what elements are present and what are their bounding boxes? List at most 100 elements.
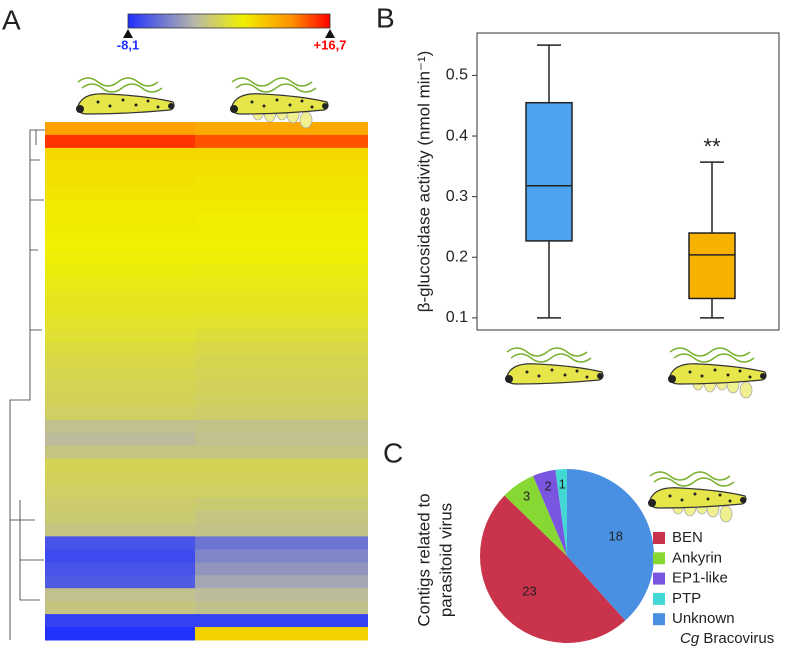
legend-label: Unknown — [672, 610, 735, 627]
pie-label: parasitoid virus — [436, 503, 455, 617]
pie-slice — [504, 475, 567, 556]
illustrations — [9, 77, 767, 640]
colorbar-label: +16,7 — [314, 37, 347, 52]
heatmap-cell — [45, 147, 195, 162]
heatmap-cell — [45, 329, 195, 343]
y-tick-label: 0.1 — [446, 309, 468, 326]
heatmap-cell — [45, 368, 195, 382]
heatmap-cell — [45, 355, 195, 369]
heatmap-cell — [45, 458, 195, 473]
colorbar-tick — [325, 29, 335, 38]
heatmap-cell — [195, 199, 368, 214]
heatmap-cell — [45, 342, 195, 356]
heatmap-cell — [45, 238, 195, 252]
heatmap-cell — [195, 238, 368, 252]
heatmap-cell — [45, 160, 195, 175]
pie-slice — [555, 469, 567, 556]
heatmap-cell — [45, 277, 195, 291]
heatmap-cell — [45, 562, 195, 576]
heatmap-cell — [195, 497, 368, 511]
heatmap-cell — [45, 536, 195, 550]
legend-swatch — [653, 572, 665, 585]
heatmap-cell — [195, 381, 368, 395]
pie-slice — [533, 469, 567, 556]
heatmap-cell — [45, 432, 195, 447]
heatmap-cell — [195, 160, 368, 175]
heatmap-cell — [195, 393, 368, 408]
heatmap-cell — [195, 484, 368, 499]
pie-slice — [479, 495, 626, 644]
heatmap-cell — [195, 627, 368, 641]
colorbar-label: -8,1 — [117, 37, 139, 52]
heatmap-cell — [45, 406, 195, 421]
heatmap-cell — [195, 523, 368, 537]
heatmap-cell — [195, 329, 368, 343]
heatmap-cell — [45, 303, 195, 317]
heatmap-cell — [195, 588, 368, 602]
legend-note: Cg Bracovirus — [680, 630, 774, 647]
box — [525, 101, 573, 242]
slice-label: 18 — [608, 529, 622, 544]
heatmap-cell — [195, 406, 368, 421]
heatmap-cell — [195, 458, 368, 473]
heatmap-cell — [195, 432, 368, 447]
heatmap-cell — [195, 355, 368, 369]
slice-label: 3 — [523, 489, 530, 504]
heatmap-cell — [45, 614, 195, 628]
heatmap-cell — [45, 381, 195, 395]
heatmap-cell — [45, 264, 195, 278]
legend-note-italic: Cg — [680, 630, 700, 647]
y-tick-label: 0.4 — [446, 127, 468, 144]
heatmap-cell — [195, 368, 368, 382]
y-tick-label: 0.3 — [446, 188, 468, 205]
heatmap-cell — [45, 588, 195, 602]
heatmap-cell — [195, 562, 368, 576]
heatmap-cell — [45, 445, 195, 460]
heatmap-cell — [195, 575, 368, 589]
heatmap-cell — [195, 277, 368, 291]
legend-note-text: Bracovirus — [703, 630, 774, 647]
heatmap-cell — [45, 393, 195, 408]
heatmap-cell — [195, 134, 368, 149]
heatmap-cell — [195, 264, 368, 278]
heatmap-cell — [195, 173, 368, 188]
legend-swatch — [653, 613, 665, 626]
y-tick-label: 0.2 — [446, 248, 468, 265]
heatmap-cell — [45, 134, 195, 149]
heatmap-cell — [195, 471, 368, 486]
panel-label: A — [2, 4, 21, 35]
legend-label: Ankyrin — [672, 549, 722, 566]
colorbar — [127, 13, 331, 29]
heatmap-cell — [195, 510, 368, 524]
heatmap-cell — [45, 484, 195, 499]
legend-swatch — [653, 592, 665, 605]
heatmap-cell — [45, 316, 195, 330]
panel-label: B — [376, 2, 395, 33]
heatmap-cell — [45, 510, 195, 524]
slice-label: 2 — [545, 479, 552, 494]
heatmap-cell — [45, 212, 195, 227]
slice-label: 1 — [559, 476, 566, 491]
legend-label: EP1-like — [672, 570, 728, 587]
heatmap-cell — [195, 419, 368, 434]
slice-label: 23 — [522, 584, 536, 599]
heatmap-cell — [195, 342, 368, 356]
legend-swatch — [653, 552, 665, 565]
heatmap-cell — [195, 290, 368, 304]
heatmap-cell — [45, 523, 195, 537]
legend-swatch — [653, 532, 665, 544]
heatmap-cell — [195, 186, 368, 201]
heatmap-cell — [195, 251, 368, 265]
heatmap-cell — [195, 536, 368, 550]
y-tick-label: 0.5 — [446, 67, 468, 84]
heatmap-cell — [45, 290, 195, 304]
heatmap-cell — [195, 549, 368, 563]
heatmap-cell — [45, 225, 195, 240]
significance: ** — [703, 134, 721, 159]
heatmap-cell — [45, 627, 195, 641]
plot-frame — [476, 32, 780, 331]
heatmap-cell — [195, 601, 368, 615]
heatmap-cell — [195, 614, 368, 628]
heatmap-cell — [195, 225, 368, 240]
